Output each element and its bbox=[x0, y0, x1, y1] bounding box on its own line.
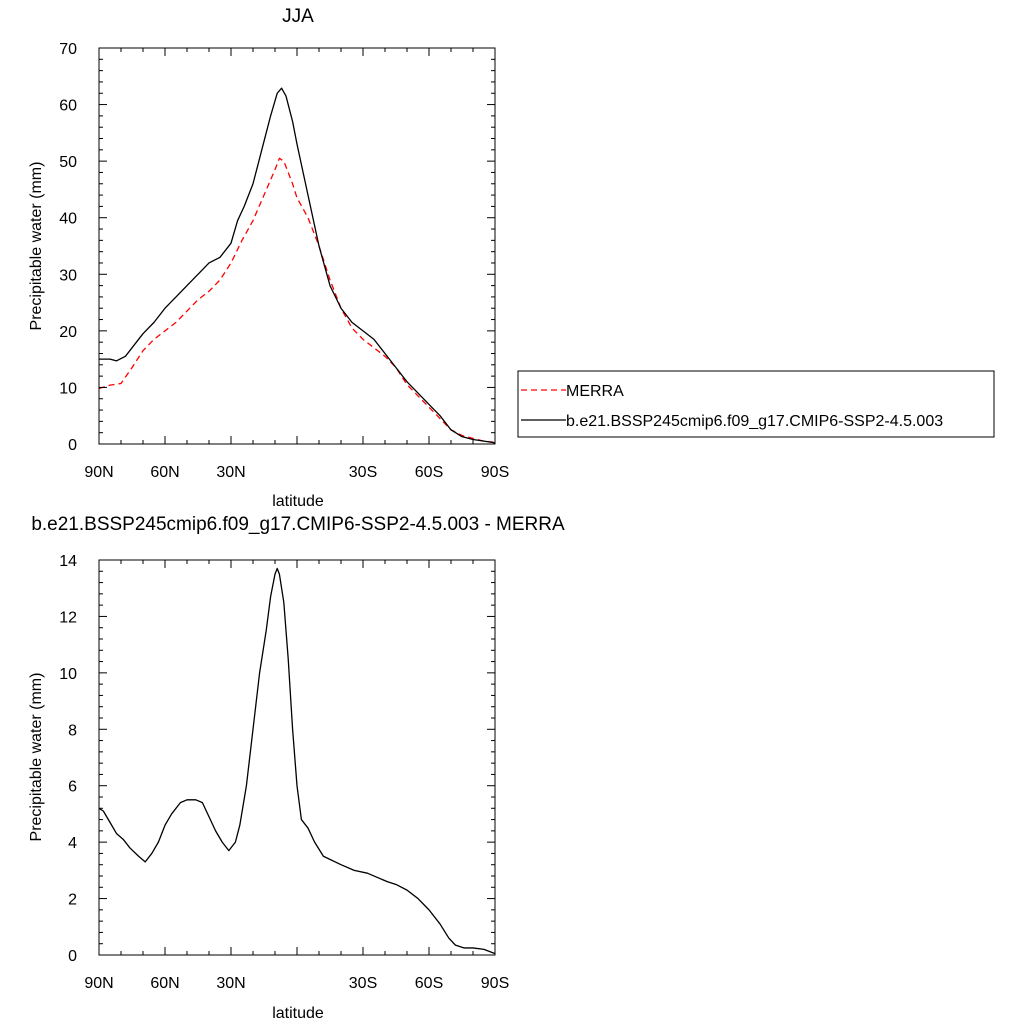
top-x-tick-label: 90S bbox=[481, 464, 509, 481]
top-y-tick-label: 20 bbox=[59, 324, 77, 341]
bottom-x-tick-label: 90S bbox=[481, 975, 509, 992]
bottom-x-tick-label: 30N bbox=[216, 975, 245, 992]
bottom-y-tick-label: 8 bbox=[68, 722, 77, 739]
top-y-tick-label: 40 bbox=[59, 211, 77, 228]
top-y-axis-label: Precipitable water (mm) bbox=[28, 162, 45, 331]
top-x-tick-label: 30N bbox=[216, 464, 245, 481]
bottom-plot-layer: 0 2 4 6 8 10 12 14 90N 60N 30N 30S 60S 90S bbox=[59, 553, 509, 992]
legend: MERRA b.e21.BSSP245cmip6.f09_g17.CMIP6-S… bbox=[517, 370, 995, 438]
top-series-line-1 bbox=[99, 87, 496, 444]
bottom-y-tick-label: 10 bbox=[59, 666, 77, 683]
legend-box bbox=[517, 370, 995, 438]
top-y-tick-label: 30 bbox=[59, 267, 77, 284]
top-x-tick-label: 90N bbox=[84, 464, 113, 481]
bottom-series-line-0 bbox=[98, 567, 496, 955]
top-y-tick-label: 50 bbox=[59, 154, 77, 171]
legend-label-merra: MERRA bbox=[566, 383, 624, 400]
top-y-tick-label: 0 bbox=[68, 437, 77, 454]
bottom-y-tick-label: 0 bbox=[68, 948, 77, 965]
top-y-tick-label: 10 bbox=[59, 380, 77, 397]
bottom-x-tick-label: 60N bbox=[150, 975, 179, 992]
legend-label-model: b.e21.BSSP245cmip6.f09_g17.CMIP6-SSP2-4.… bbox=[566, 413, 943, 430]
bottom-y-tick-label: 14 bbox=[59, 553, 77, 570]
top-y-tick-label: 70 bbox=[59, 41, 77, 58]
top-x-tick-label: 60S bbox=[415, 464, 443, 481]
top-x-tick-label: 30S bbox=[349, 464, 377, 481]
bottom-x-tick-label: 60S bbox=[415, 975, 443, 992]
top-series-line-0 bbox=[98, 157, 496, 443]
top-chart-title: JJA bbox=[282, 6, 314, 27]
top-x-axis-label: latitude bbox=[272, 493, 324, 510]
bottom-x-tick-label: 30S bbox=[349, 975, 377, 992]
bottom-x-tick-label: 90N bbox=[84, 975, 113, 992]
bottom-y-tick-label: 4 bbox=[68, 835, 77, 852]
bottom-y-tick-label: 6 bbox=[68, 779, 77, 796]
top-panel: JJA Precipitable water (mm) latitude 0 10… bbox=[28, 6, 509, 510]
bottom-y-tick-label: 12 bbox=[59, 609, 77, 626]
bottom-y-axis-label: Precipitable water (mm) bbox=[28, 673, 45, 842]
top-y-tick-label: 60 bbox=[59, 98, 77, 115]
bottom-y-tick-label: 2 bbox=[68, 892, 77, 909]
bottom-panel: b.e21.BSSP245cmip6.f09_g17.CMIP6-SSP2-4.… bbox=[28, 514, 565, 1022]
top-plot-layer: 0 10 20 30 40 50 60 70 90N 60N 30N 30S 60S 90S bbox=[59, 41, 509, 481]
top-x-tick-label: 60N bbox=[150, 464, 179, 481]
bottom-x-axis-label: latitude bbox=[272, 1005, 324, 1022]
bottom-chart-title: b.e21.BSSP245cmip6.f09_g17.CMIP6-SSP2-4.… bbox=[31, 514, 565, 535]
